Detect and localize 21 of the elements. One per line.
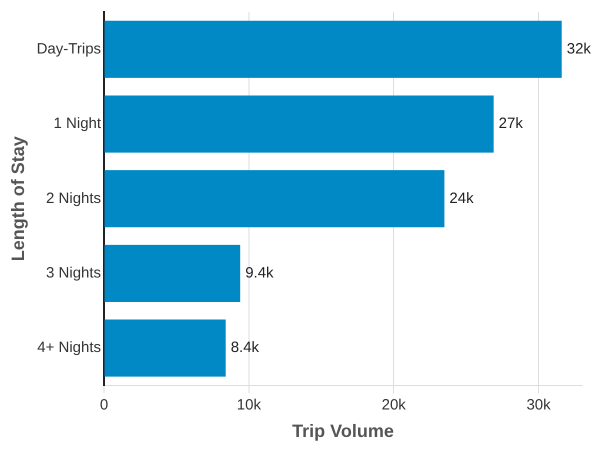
y-tick-label: Day-Trips bbox=[36, 40, 102, 58]
data-label: 27k bbox=[498, 115, 524, 132]
x-tick-label: 10k bbox=[236, 396, 262, 414]
bar bbox=[104, 20, 562, 78]
x-tick-label: 0 bbox=[100, 396, 108, 414]
x-axis-title: Trip Volume bbox=[292, 421, 394, 442]
data-label: 32k bbox=[566, 40, 592, 58]
y-tick-label: 3 Nights bbox=[46, 264, 102, 282]
y-tick-label: 4+ Nights bbox=[37, 339, 102, 356]
data-label: 9.4k bbox=[245, 264, 274, 282]
bar bbox=[104, 319, 226, 377]
bar bbox=[104, 95, 494, 153]
y-tick-label: 2 Nights bbox=[46, 190, 102, 207]
data-label: 8.4k bbox=[230, 339, 260, 356]
x-tick-label: 20k bbox=[382, 396, 406, 414]
y-axis-title: Length of Stay bbox=[8, 136, 28, 262]
bar bbox=[104, 170, 444, 228]
y-tick-label: 1 Night bbox=[54, 115, 102, 132]
data-label: 24k bbox=[449, 190, 474, 207]
bar bbox=[104, 244, 240, 302]
x-tick-label: 30k bbox=[526, 396, 552, 414]
